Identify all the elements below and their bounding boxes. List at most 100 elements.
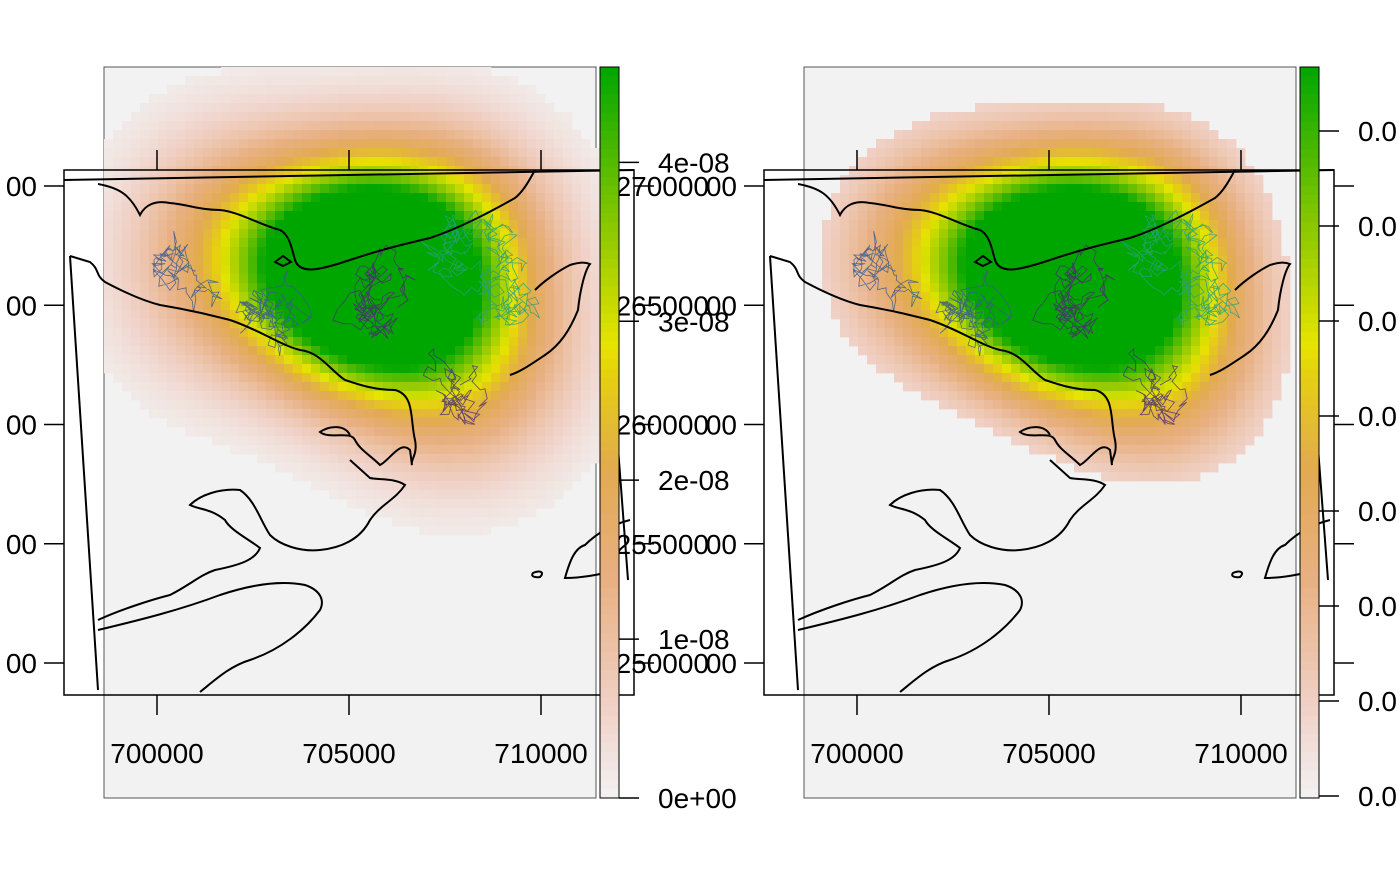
density-cell [131, 274, 141, 284]
density-cell [266, 175, 276, 185]
density-cell [1218, 238, 1228, 248]
density-cell [1173, 157, 1183, 167]
density-cell [446, 175, 456, 185]
density-cell [365, 256, 375, 266]
colorbar-segment [1300, 478, 1319, 488]
colorbar-segment [600, 176, 619, 187]
density-cell [437, 247, 447, 257]
density-cell [849, 283, 859, 293]
density-cell [1263, 220, 1273, 230]
density-cell [293, 445, 303, 455]
density-cell [1002, 409, 1012, 419]
density-cell [536, 256, 546, 266]
density-cell [939, 202, 949, 212]
density-cell [401, 472, 411, 482]
density-cell [419, 85, 429, 95]
density-cell [356, 292, 366, 302]
coastline-path [63, 169, 635, 181]
density-cell [104, 292, 114, 302]
density-cell [894, 175, 904, 185]
density-cell [383, 310, 393, 320]
density-cell [948, 211, 958, 221]
density-cell [1002, 238, 1012, 248]
density-cell [984, 211, 994, 221]
density-cell [311, 238, 321, 248]
density-cell [1191, 409, 1201, 419]
density-cell [1218, 265, 1228, 275]
density-cell [365, 211, 375, 221]
density-cell [302, 355, 312, 365]
density-cell [1173, 436, 1183, 446]
colorbar-segment [1300, 140, 1319, 150]
density-cell [1056, 256, 1066, 266]
density-cell [131, 148, 141, 158]
density-cell [563, 202, 573, 212]
density-cell [284, 175, 294, 185]
density-cell [1182, 400, 1192, 410]
density-cell [356, 238, 366, 248]
density-cell [1065, 148, 1075, 158]
density-cell [1263, 247, 1273, 257]
density-cell [176, 301, 186, 311]
density-cell [1209, 364, 1219, 374]
density-cell [1002, 121, 1012, 131]
density-cell [302, 121, 312, 131]
density-cell [858, 319, 868, 329]
density-cell [536, 427, 546, 437]
density-cell [428, 85, 438, 95]
density-cell [1281, 292, 1291, 302]
density-cell [572, 265, 582, 275]
density-cell [482, 274, 492, 284]
density-cell [500, 85, 510, 95]
density-cell [1200, 274, 1210, 284]
colorbar: 0.00.00.00.00.00.00.00.0 [1299, 66, 1397, 812]
density-cell [1047, 382, 1057, 392]
density-cell [1191, 310, 1201, 320]
density-cell [590, 445, 600, 455]
density-cell [1119, 364, 1129, 374]
density-cell [581, 220, 591, 230]
density-cell [984, 382, 994, 392]
density-cell [1200, 175, 1210, 185]
density-cell [876, 364, 886, 374]
density-cell [831, 283, 841, 293]
density-cell [212, 229, 222, 239]
colorbar-segment [600, 103, 619, 114]
density-cell [176, 355, 186, 365]
density-cell [383, 148, 393, 158]
density-cell [1110, 346, 1120, 356]
density-cell [401, 157, 411, 167]
density-cell [1191, 436, 1201, 446]
density-cell [428, 301, 438, 311]
density-cell [194, 310, 204, 320]
colorbar-segment [1300, 268, 1319, 278]
density-cell [167, 310, 177, 320]
density-cell [1182, 454, 1192, 464]
density-cell [185, 274, 195, 284]
density-cell [527, 346, 537, 356]
density-cell [374, 220, 384, 230]
density-cell [975, 256, 985, 266]
density-cell [518, 400, 528, 410]
density-cell [1227, 292, 1237, 302]
density-cell [1065, 202, 1075, 212]
density-cell [1155, 175, 1165, 185]
density-cell [1155, 391, 1165, 401]
density-cell [581, 319, 591, 329]
density-cell [966, 337, 976, 347]
density-cell [455, 337, 465, 347]
density-cell [1272, 301, 1282, 311]
density-cell [867, 175, 877, 185]
density-cell [1119, 445, 1129, 455]
density-cell [939, 184, 949, 194]
density-cell [563, 301, 573, 311]
density-cell [885, 175, 895, 185]
density-cell [1083, 175, 1093, 185]
y-tick-label-clipped: 00 [6, 529, 37, 560]
density-cell [1236, 436, 1246, 446]
density-cell [122, 220, 132, 230]
density-cell [113, 274, 123, 284]
density-cell [1020, 382, 1030, 392]
density-cell [203, 193, 213, 203]
density-cell [419, 76, 429, 86]
